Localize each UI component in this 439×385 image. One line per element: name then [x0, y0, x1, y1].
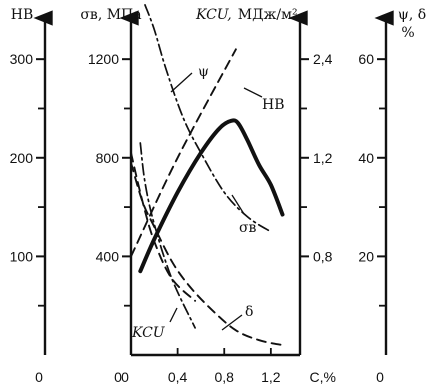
hb-tick-label: 200 [10, 150, 34, 166]
kcu-leader-line [169, 307, 178, 323]
sigma-tick-label: 0 [121, 369, 129, 385]
series-line-5-KCU [130, 151, 197, 302]
hb-leader-line [243, 87, 263, 98]
psi-tick-label: 0 [376, 369, 384, 385]
psi-tick-label: 40 [358, 150, 374, 166]
sigma-tick-label: 800 [96, 150, 120, 166]
psi-leader-line [170, 72, 193, 93]
psi-tick-label: 20 [358, 248, 374, 264]
kcu-tick-label: 2,4 [313, 51, 333, 67]
x-tick-label: 1,2 [261, 369, 281, 385]
series-line-4-δ [130, 161, 284, 347]
kcu-tick-label: 0,8 [313, 248, 333, 264]
hb-tick-label: 100 [10, 248, 34, 264]
series-line-2-σв [138, 118, 285, 274]
kcu-axis-title: KCU, МДж/м² [195, 7, 298, 23]
delta-series-label: δ [245, 304, 253, 320]
hb-axis-title: НВ [11, 7, 34, 23]
psi-series-label: ψ [198, 64, 209, 80]
sigma-leader-line [231, 194, 245, 215]
x-tick-label: 0 [114, 369, 122, 385]
hb-tick-label: 0 [35, 369, 43, 385]
sigma-axis-title: σв, МПа [80, 7, 141, 23]
psi-tick-label: 60 [358, 51, 374, 67]
sigma-tick-label: 400 [96, 248, 120, 264]
x-tick-label: 0,4 [168, 369, 188, 385]
sigma-series-label: σв [239, 220, 257, 236]
x-tick-label: 0,8 [215, 369, 235, 385]
x-axis-label: С,% [310, 369, 336, 385]
series-line-3-ψ [144, 4, 272, 233]
sigma-tick-label: 1200 [88, 51, 119, 67]
series-line-6-unlabeled [139, 142, 196, 329]
kcu-tick-label: 1,2 [313, 150, 333, 166]
psi-axis-unit: % [401, 25, 414, 41]
hb-series-label: НВ [262, 97, 285, 113]
hb-tick-label: 300 [10, 51, 34, 67]
kcu-series-label: KCU [131, 325, 166, 341]
delta-leader-line [221, 314, 243, 331]
series-line-1-НВ [130, 48, 237, 258]
psi-axis-title: ψ, δ [398, 7, 426, 23]
